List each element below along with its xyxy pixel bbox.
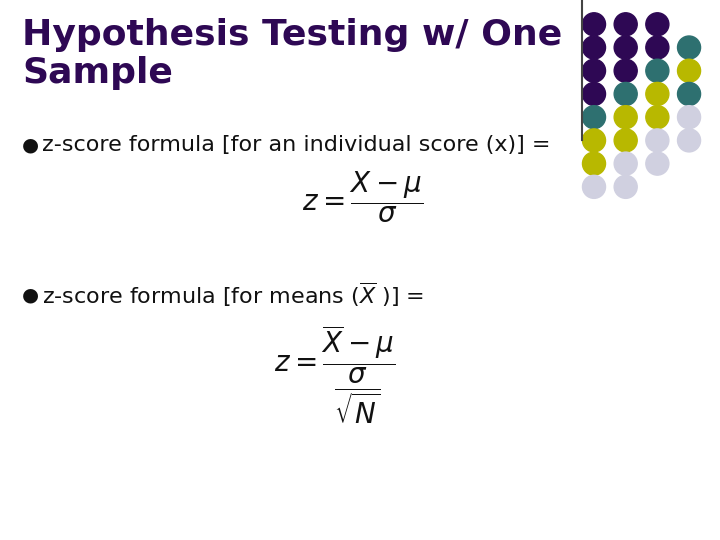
Circle shape — [582, 152, 606, 175]
Text: Sample: Sample — [22, 56, 173, 90]
Circle shape — [582, 176, 606, 198]
Text: z-score formula [for means ($\overline{X}$ )] =: z-score formula [for means ($\overline{X… — [42, 281, 424, 309]
Circle shape — [646, 129, 669, 152]
Circle shape — [582, 129, 606, 152]
Text: ●: ● — [22, 136, 39, 154]
Circle shape — [614, 129, 637, 152]
Text: Hypothesis Testing w/ One: Hypothesis Testing w/ One — [22, 18, 562, 52]
Circle shape — [678, 36, 701, 59]
Circle shape — [646, 152, 669, 175]
Circle shape — [614, 83, 637, 105]
Circle shape — [678, 106, 701, 129]
Text: $z = \dfrac{\overline{X} - \mu}{\dfrac{\sigma}{\sqrt{N}}}$: $z = \dfrac{\overline{X} - \mu}{\dfrac{\… — [274, 323, 395, 427]
Circle shape — [646, 36, 669, 59]
Circle shape — [678, 129, 701, 152]
Circle shape — [678, 59, 701, 82]
Circle shape — [614, 106, 637, 129]
Circle shape — [582, 59, 606, 82]
Text: ●: ● — [22, 286, 39, 305]
Circle shape — [582, 36, 606, 59]
Circle shape — [646, 13, 669, 36]
Circle shape — [646, 106, 669, 129]
Circle shape — [678, 83, 701, 105]
Circle shape — [614, 176, 637, 198]
Circle shape — [646, 83, 669, 105]
Circle shape — [582, 13, 606, 36]
Circle shape — [614, 36, 637, 59]
Circle shape — [582, 106, 606, 129]
Circle shape — [646, 59, 669, 82]
Text: $z = \dfrac{X - \mu}{\sigma}$: $z = \dfrac{X - \mu}{\sigma}$ — [302, 169, 424, 225]
Circle shape — [614, 152, 637, 175]
Text: z-score formula [for an individual score (x)] =: z-score formula [for an individual score… — [42, 135, 551, 155]
Circle shape — [582, 83, 606, 105]
Circle shape — [614, 59, 637, 82]
Circle shape — [614, 13, 637, 36]
